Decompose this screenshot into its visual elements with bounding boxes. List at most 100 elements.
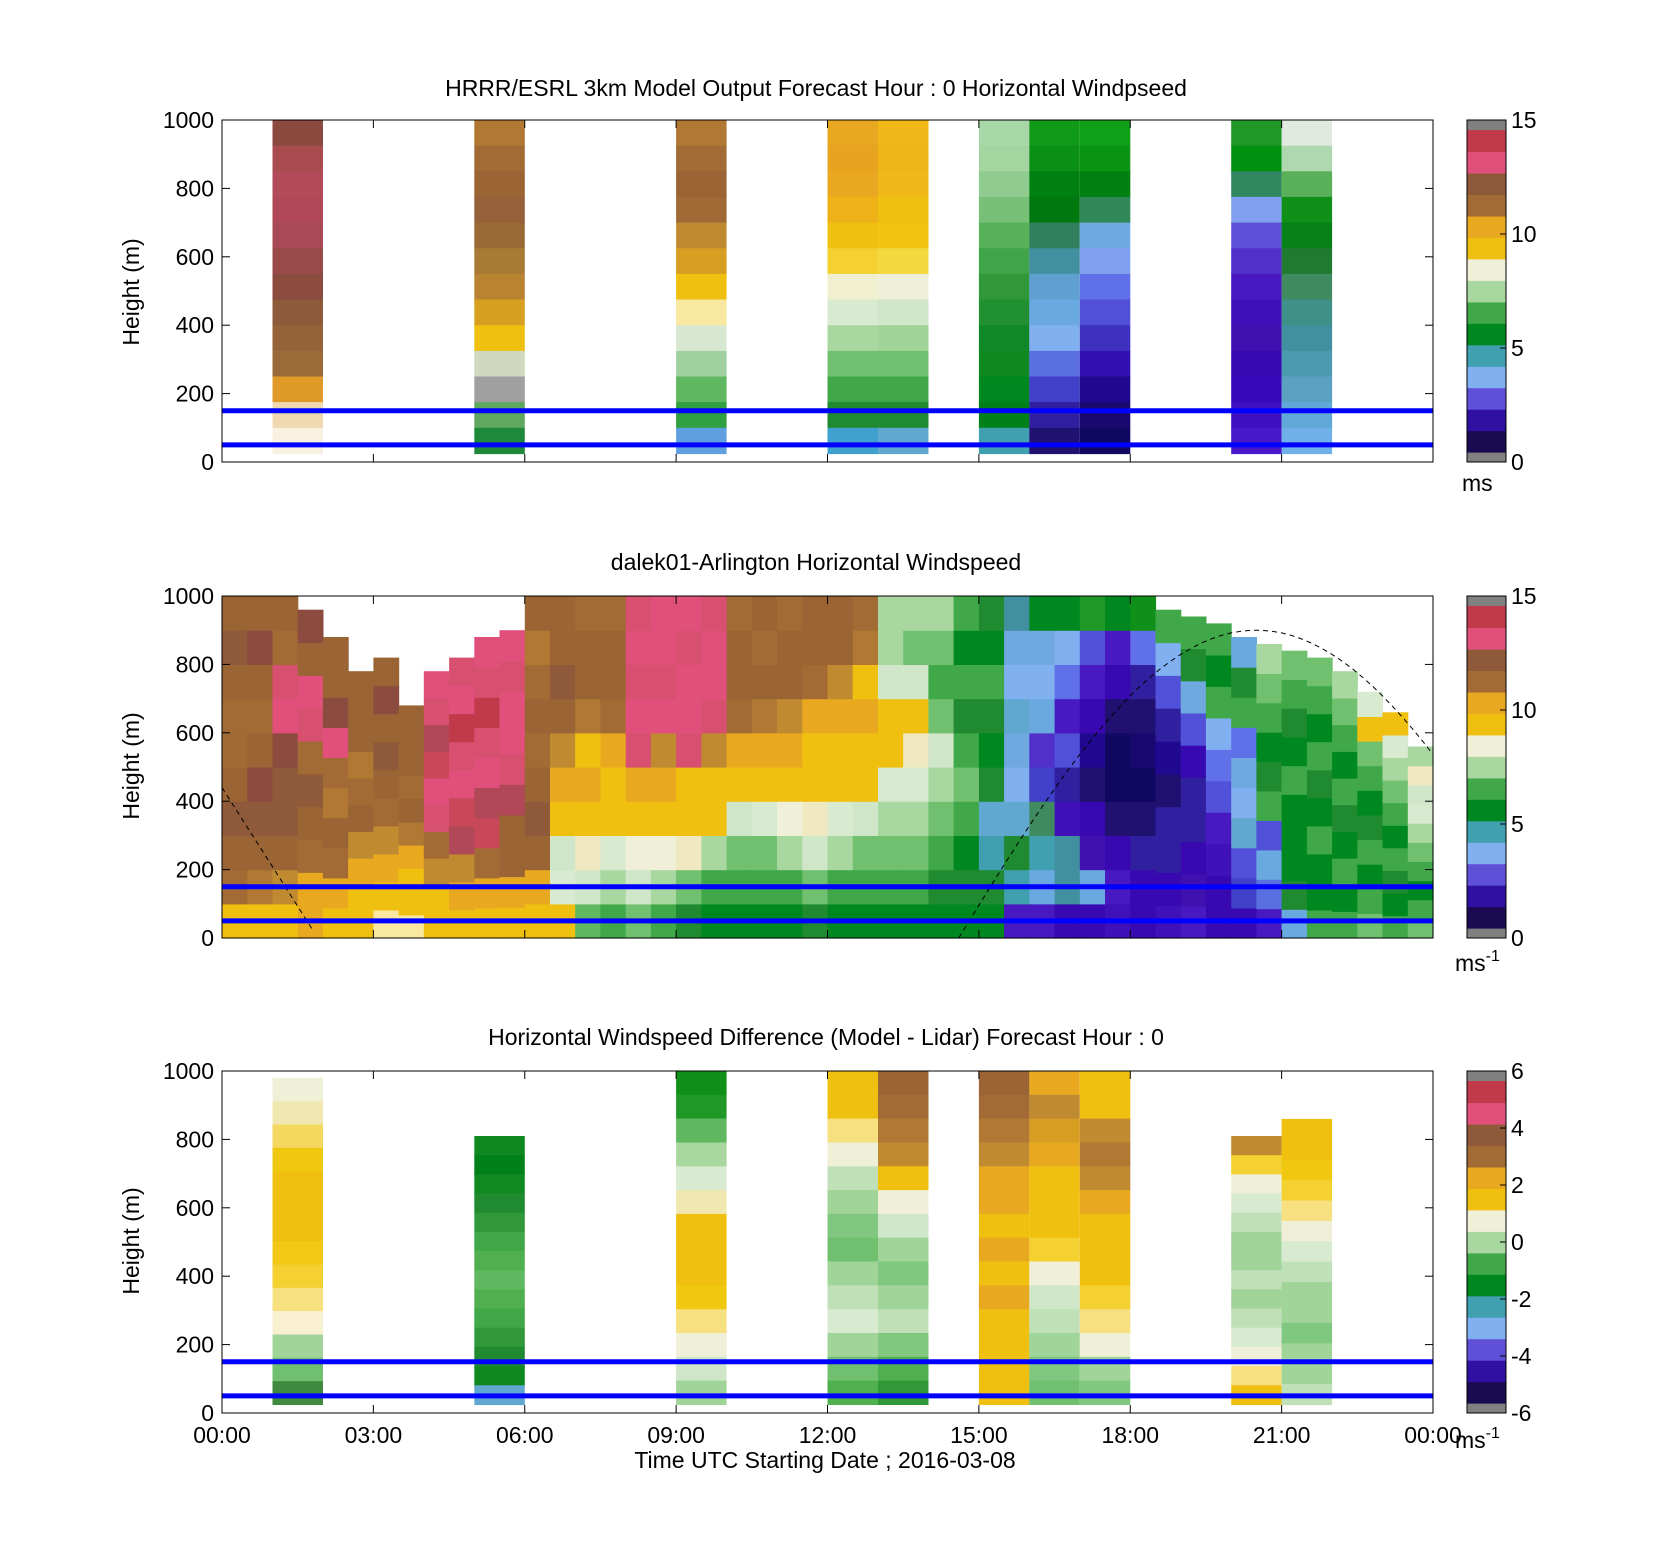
heatmap-cell xyxy=(978,427,1030,455)
heatmap-cell xyxy=(1054,767,1081,802)
heatmap-cell xyxy=(1357,839,1384,865)
heatmap-cell xyxy=(726,664,753,700)
panel-difference-colorbar-unit-base: ms xyxy=(1455,1427,1486,1453)
heatmap-cell xyxy=(1256,673,1283,704)
heatmap-cell xyxy=(978,171,1030,198)
heatmap-cell xyxy=(449,853,475,883)
heatmap-cell xyxy=(676,1190,727,1215)
heatmap-cell xyxy=(878,1237,929,1263)
heatmap-cell xyxy=(348,911,374,939)
heatmap-cell xyxy=(701,698,728,734)
heatmap-cell xyxy=(1079,1380,1131,1405)
colorbar-swatch xyxy=(1467,151,1506,174)
heatmap-cell xyxy=(398,705,425,730)
heatmap-cell xyxy=(878,664,904,700)
heatmap-cell xyxy=(650,596,677,631)
panel-difference-title: Horizontal Windspeed Difference (Model -… xyxy=(488,1024,1164,1050)
heatmap-cell xyxy=(1231,120,1282,147)
heatmap-cell xyxy=(978,196,1030,224)
heatmap-cell xyxy=(878,767,904,802)
heatmap-cell xyxy=(272,664,299,700)
heatmap-cell xyxy=(802,698,829,734)
heatmap-cell xyxy=(499,845,526,878)
heatmap-cell xyxy=(878,801,904,836)
heatmap-cell xyxy=(1079,1190,1131,1215)
heatmap-cell xyxy=(1281,1322,1333,1344)
heatmap-cell xyxy=(878,1333,929,1358)
heatmap-cell xyxy=(600,630,627,665)
heatmap-cell xyxy=(474,273,525,301)
heatmap-cell xyxy=(272,1077,323,1102)
colorbar-overflow xyxy=(1467,1071,1506,1081)
heatmap-cell xyxy=(1180,713,1207,746)
heatmap-cell xyxy=(373,853,400,883)
heatmap-cell xyxy=(1281,222,1333,249)
heatmap-cell xyxy=(1180,809,1207,843)
heatmap-cell xyxy=(1180,745,1207,778)
heatmap-cell xyxy=(852,630,879,665)
heatmap-cell xyxy=(524,801,551,836)
heatmap-cell xyxy=(297,708,324,742)
panel-model-colorbar: 0 5 10 15 xyxy=(1466,107,1537,475)
heatmap-cell xyxy=(1130,698,1157,734)
heatmap-cell xyxy=(398,845,425,869)
heatmap-cell xyxy=(1079,1166,1131,1191)
colorbar-overflow xyxy=(1467,596,1506,606)
heatmap-cell xyxy=(575,664,601,700)
heatmap-cell xyxy=(247,767,273,802)
heatmap-cell xyxy=(1281,325,1333,352)
heatmap-cell xyxy=(474,248,525,275)
heatmap-cell xyxy=(928,732,955,768)
heatmap-cell xyxy=(348,858,374,886)
heatmap-cell xyxy=(222,835,248,871)
y-tick-label: 400 xyxy=(176,312,214,338)
heatmap-cell xyxy=(1029,402,1080,429)
heatmap-cell xyxy=(398,775,425,800)
heatmap-cell xyxy=(1332,724,1358,752)
heatmap-cell xyxy=(978,767,1005,802)
heatmap-cell xyxy=(1332,911,1358,939)
heatmap-cell xyxy=(1079,1071,1131,1096)
heatmap-cell xyxy=(272,427,323,455)
heatmap-cell xyxy=(1004,630,1030,665)
heatmap-cell xyxy=(550,835,576,871)
heatmap-cell xyxy=(1231,1136,1282,1156)
heatmap-cell xyxy=(1231,171,1282,198)
heatmap-cell xyxy=(449,769,475,799)
heatmap-cell xyxy=(878,1071,929,1096)
heatmap-cell xyxy=(1029,376,1080,403)
heatmap-cell xyxy=(726,596,753,631)
heatmap-cell xyxy=(1205,875,1232,908)
heatmap-cell xyxy=(978,402,1030,429)
colorbar-swatch xyxy=(1467,237,1506,260)
heatmap-cell xyxy=(1079,120,1131,147)
heatmap-cell xyxy=(676,596,702,631)
heatmap-cell xyxy=(1281,1363,1333,1385)
colorbar-swatch xyxy=(1467,1252,1506,1275)
heatmap-cell xyxy=(1281,823,1308,853)
heatmap-cell xyxy=(676,1213,727,1239)
heatmap-cell xyxy=(978,325,1030,352)
x-tick-label: 09:00 xyxy=(647,1422,705,1448)
heatmap-cell xyxy=(1155,773,1182,808)
x-tick-label: 03:00 xyxy=(345,1422,403,1448)
heatmap-cell xyxy=(676,1309,727,1334)
colorbar-swatch xyxy=(1467,734,1506,757)
heatmap-cell xyxy=(1332,858,1358,886)
colorbar-swatch xyxy=(1467,906,1506,929)
colorbar-swatch xyxy=(1467,430,1506,453)
colorbar-swatch xyxy=(1467,258,1506,281)
heatmap-cell xyxy=(474,727,501,758)
heatmap-cell xyxy=(1079,402,1131,429)
heatmap-cell xyxy=(222,596,248,631)
heatmap-cell xyxy=(1079,145,1131,172)
heatmap-cell xyxy=(827,664,854,700)
heatmap-cell xyxy=(978,630,1005,665)
heatmap-cell xyxy=(625,835,652,871)
heatmap-cell xyxy=(1079,273,1131,301)
heatmap-cell xyxy=(701,630,728,665)
colorbar-swatch xyxy=(1467,387,1506,410)
heatmap-cell xyxy=(1029,1213,1080,1239)
heatmap-cell xyxy=(1054,596,1081,631)
